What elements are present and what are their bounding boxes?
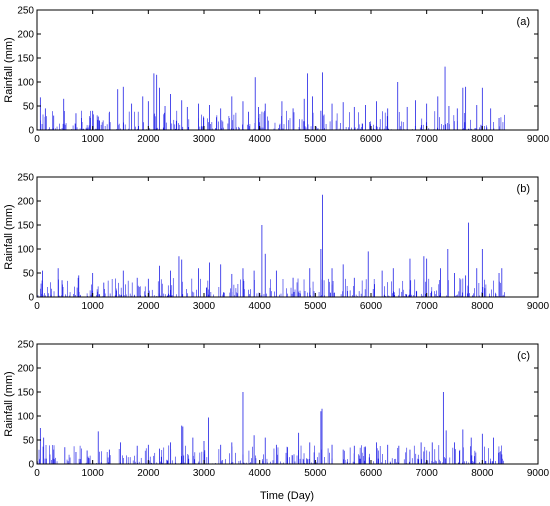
- x-tick-label: 2000: [137, 134, 160, 145]
- x-tick-label: 4000: [249, 134, 272, 145]
- x-tick-label: 1000: [82, 301, 105, 312]
- y-tick-label: 200: [17, 30, 34, 41]
- x-tick-label: 6000: [360, 468, 383, 479]
- rainfall-noise-bars: [36, 445, 504, 464]
- y-tick-label: 200: [17, 364, 34, 375]
- y-tick-label: 0: [28, 126, 34, 137]
- y-tick-label: 50: [23, 436, 35, 447]
- y-tick-label: 0: [28, 293, 34, 304]
- y-tick-label: 250: [17, 340, 34, 351]
- x-tick-label: 8000: [471, 468, 494, 479]
- panel-c: 0 50 100 150 200 250 0 1000 2000 3000 4000 5000 6000…: [3, 340, 550, 480]
- x-tick-label: 2000: [137, 301, 160, 312]
- y-tick-label: 250: [17, 6, 34, 17]
- x-tick-label: 0: [34, 468, 40, 479]
- y-tick-label: 100: [17, 412, 34, 423]
- y-tick-label: 100: [17, 78, 34, 89]
- x-tick-label: 5000: [304, 301, 327, 312]
- x-tick-label: 2000: [137, 468, 160, 479]
- rainfall-peak-bars: [39, 392, 503, 464]
- x-tick-label: 3000: [193, 134, 216, 145]
- x-tick-label: 3000: [193, 468, 216, 479]
- plot-frame: [36, 9, 539, 131]
- y-tick-label: 150: [17, 54, 34, 65]
- x-tick-label: 5000: [304, 134, 327, 145]
- y-axis-title: Rainfall (mm): [3, 371, 15, 436]
- y-tick-label: 0: [28, 460, 34, 471]
- x-tick-label: 6000: [360, 301, 383, 312]
- y-axis-title: Rainfall (mm): [3, 204, 15, 269]
- x-tick-label: 1000: [82, 468, 105, 479]
- x-tick-label: 8000: [471, 134, 494, 145]
- x-tick-label: 0: [34, 134, 40, 145]
- x-axis-title: Time (Day): [260, 490, 314, 502]
- x-tick-label: 9000: [527, 468, 550, 479]
- y-tick-label: 100: [17, 245, 34, 256]
- y-tick-label: 150: [17, 388, 34, 399]
- panel-label: (a): [517, 16, 530, 28]
- plot-frame: [36, 176, 539, 298]
- y-tick-label: 50: [23, 269, 35, 280]
- x-tick-label: 6000: [360, 134, 383, 145]
- rainfall-noise-bars: [36, 110, 505, 130]
- x-tick-label: 3000: [193, 301, 216, 312]
- rainfall-noise-bars: [37, 277, 505, 297]
- x-tick-label: 0: [34, 301, 40, 312]
- x-tick-label: 4000: [249, 301, 272, 312]
- panel-label: (b): [517, 183, 530, 195]
- x-tick-label: 1000: [82, 134, 105, 145]
- rainfall-peak-bars: [39, 66, 500, 130]
- y-tick-label: 150: [17, 221, 34, 232]
- x-tick-label: 7000: [416, 468, 439, 479]
- x-tick-label: 7000: [416, 134, 439, 145]
- rainfall-peak-bars: [42, 194, 503, 297]
- x-tick-label: 5000: [304, 468, 327, 479]
- x-tick-label: 9000: [527, 301, 550, 312]
- y-axis-title: Rainfall (mm): [3, 37, 15, 102]
- panel-a: 0 50 100 150 200 250 0 1000 2000 3000 4000 5000 6000…: [3, 6, 550, 146]
- x-tick-label: 8000: [471, 301, 494, 312]
- y-tick-label: 250: [17, 173, 34, 184]
- y-tick-label: 50: [23, 102, 35, 113]
- plot-frame: [36, 343, 539, 465]
- panel-label: (c): [517, 350, 530, 362]
- x-tick-label: 4000: [249, 468, 272, 479]
- panel-b: 0 50 100 150 200 250 0 1000 2000 3000 4000 5000 6000…: [3, 173, 550, 313]
- y-tick-label: 200: [17, 197, 34, 208]
- x-tick-label: 7000: [416, 301, 439, 312]
- x-tick-label: 9000: [527, 134, 550, 145]
